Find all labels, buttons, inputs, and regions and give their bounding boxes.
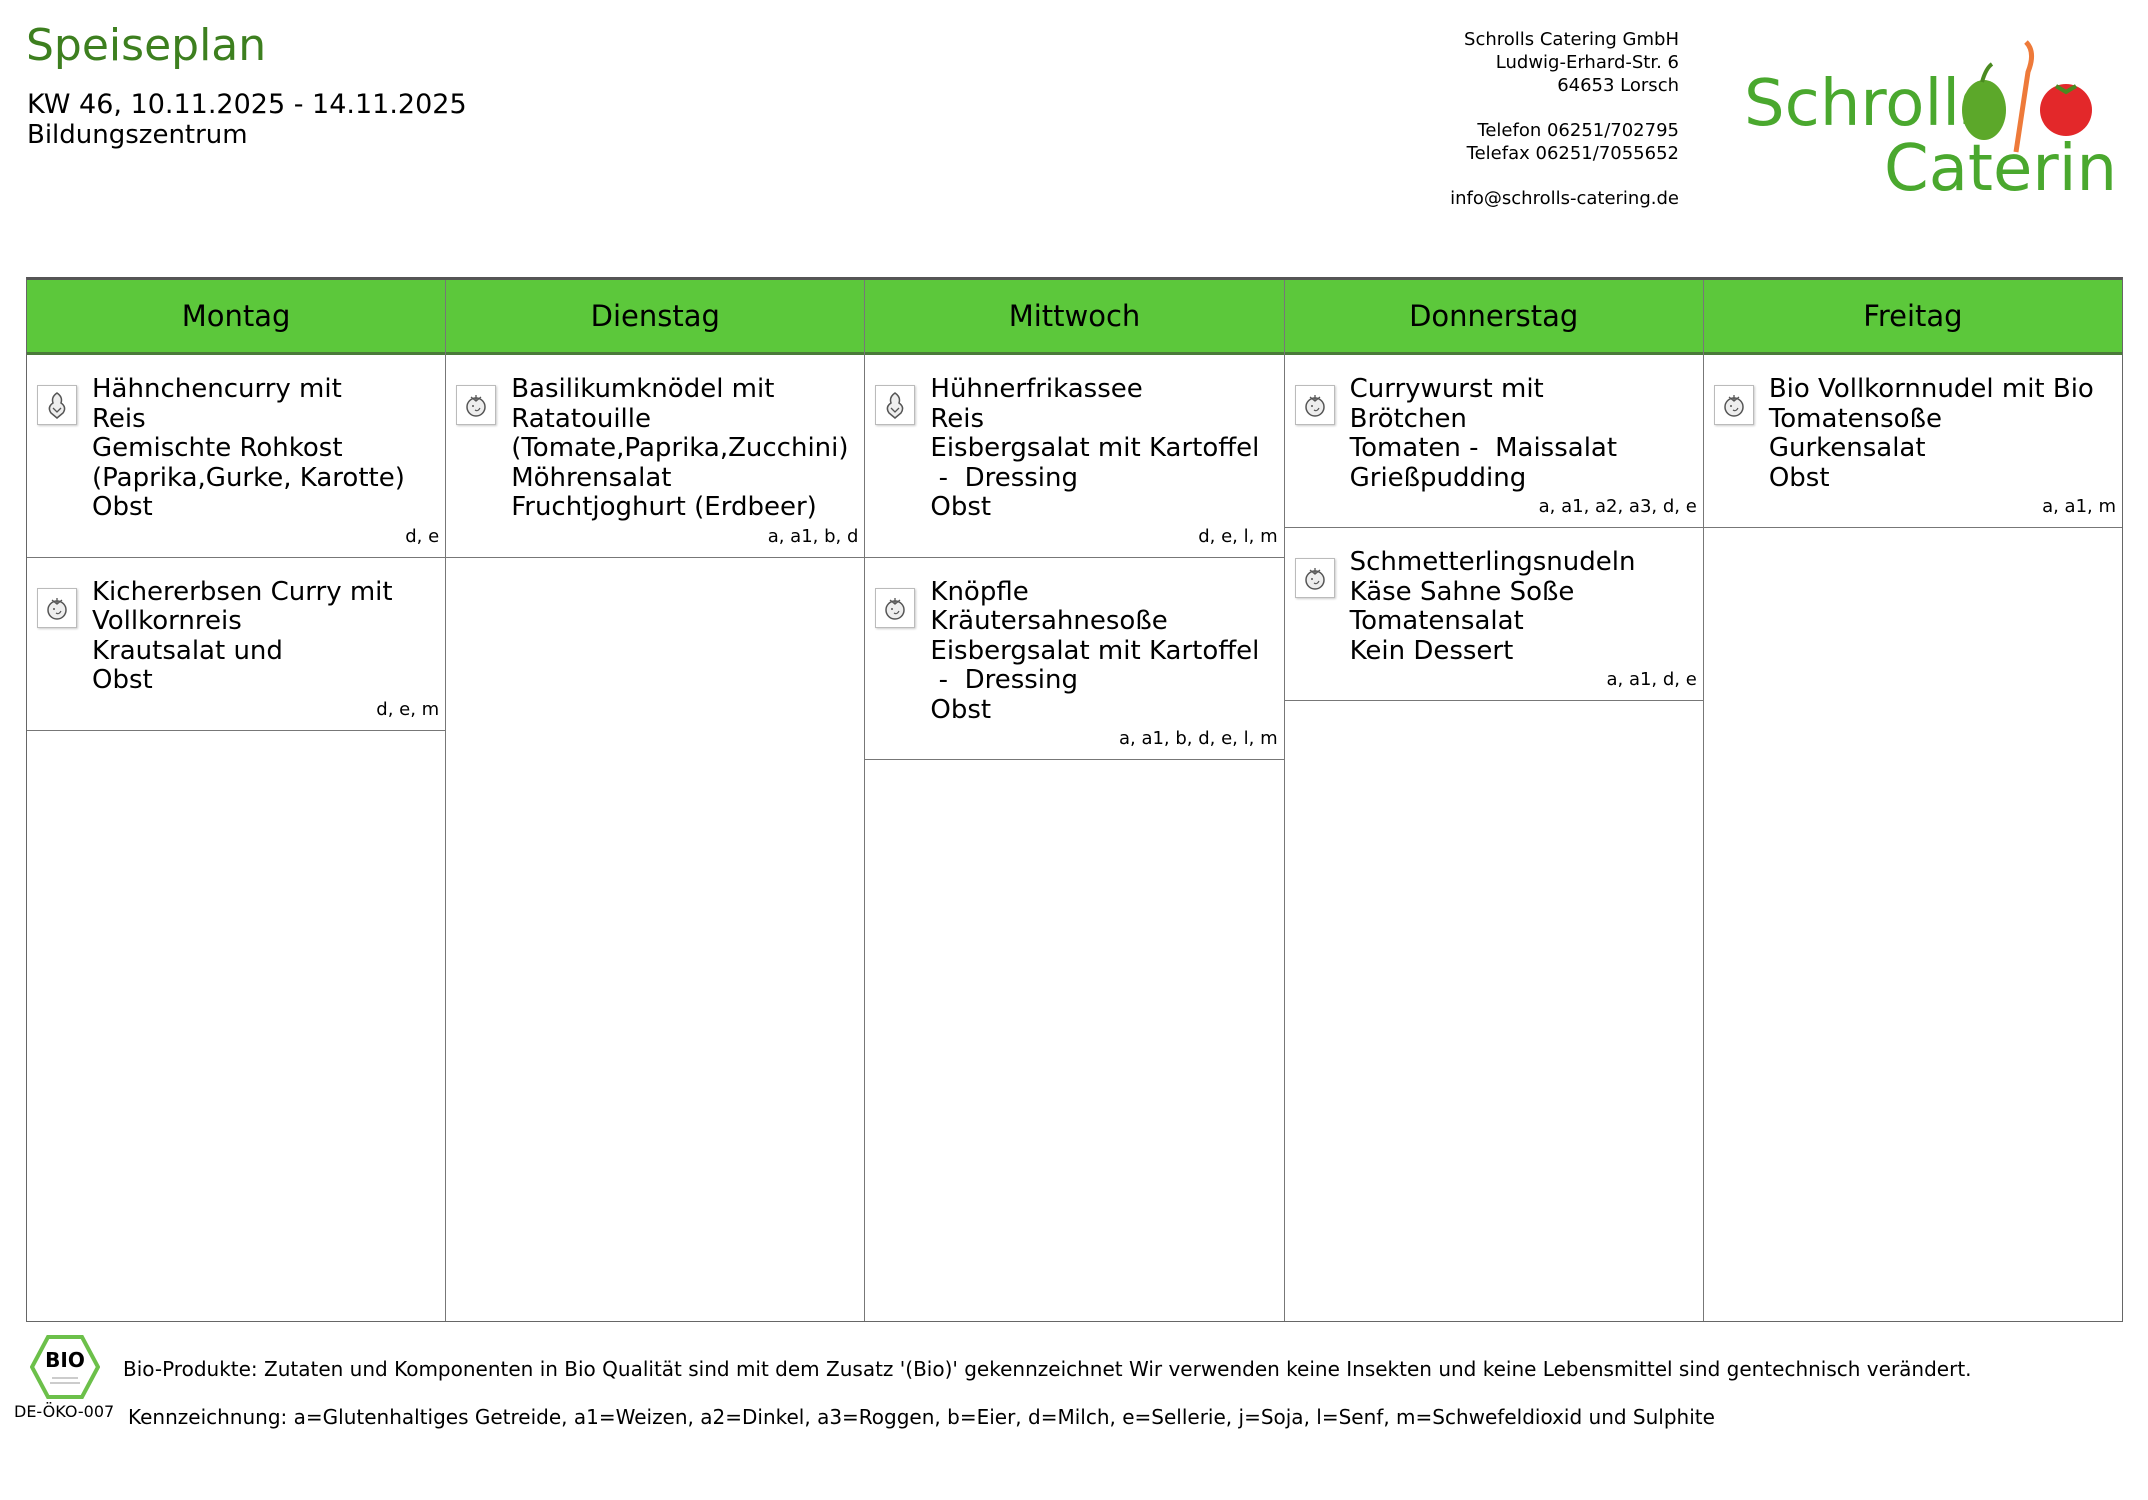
company-fax: Telefax 06251/7055652	[1466, 143, 1679, 164]
week-range: KW 46, 10.11.2025 - 14.11.2025	[27, 89, 467, 120]
meal-entry: Hühnerfrikassee Reis Eisbergsalat mit Kart…	[865, 355, 1284, 558]
day-header: Mittwoch	[865, 280, 1284, 355]
allergen-codes: a, a1, b, d, e, l, m	[1118, 728, 1278, 749]
meal-line: Kein Dessert	[1349, 635, 1514, 666]
meal-entry: Hähnchencurry mit Reis Gemischte Rohkost (P…	[27, 355, 446, 558]
meal-line: Tomaten - Maissalat	[1349, 433, 1618, 463]
vegetarian-icon	[875, 587, 916, 628]
meal-entry: Basilikumknödel mit Ratatouille (Tomate,Pa…	[446, 355, 865, 558]
meal-line: Hähnchencurry mit	[92, 374, 342, 404]
meal-line: Knöpfle	[930, 576, 1029, 607]
company-address: Schrolls Catering GmbH Ludwig-Erhard-Str…	[1450, 28, 1679, 210]
carrot-icon	[2013, 40, 2034, 153]
company-city: 64653 Lorsch	[1557, 75, 1679, 96]
allergen-codes: d, e	[405, 525, 440, 547]
meal-line: - Dressing	[930, 462, 1079, 493]
logo-text-catering: Catering	[1884, 132, 2114, 200]
allergen-legend: Kennzeichnung: a=Glutenhaltiges Getreide…	[128, 1405, 1715, 1429]
vegetarian-icon	[456, 385, 497, 425]
location: Bildungszentrum	[27, 120, 248, 150]
meal-line: Krautsalat und	[92, 635, 283, 666]
bio-note: Bio-Produkte: Zutaten und Komponenten in…	[123, 1357, 1972, 1381]
meal-line: Hühnerfrikassee	[930, 374, 1143, 404]
meal-line: Basilikumknödel mit	[511, 374, 775, 404]
day-column-freitag: Freitag Bio Vollkornnudel mit Bio Tomatens…	[1703, 280, 2123, 1321]
company-email: info@schrolls-catering.de	[1450, 188, 1679, 209]
meal-line: Vollkornreis	[92, 606, 242, 636]
meal-line: Bio Vollkornnudel mit Bio	[1768, 374, 2094, 404]
oeko-control-code: DE-ÖKO-007	[14, 1402, 115, 1421]
day-column-donnerstag: Donnerstag Currywurst mit Brötchen Tomaten …	[1284, 280, 1704, 1321]
meal-line: - Dressing	[930, 665, 1079, 695]
meal-entry: Kichererbsen Curry mit Vollkornreis Krauts…	[27, 558, 446, 731]
meal-line: (Tomate,Paprika,Zucchini)	[511, 433, 849, 463]
meal-line: Möhrensalat	[511, 462, 672, 493]
meal-line: Grießpudding	[1349, 462, 1527, 493]
meal-entry: Bio Vollkornnudel mit Bio Tomatensoße Gurk…	[1703, 355, 2123, 528]
vegetarian-icon	[37, 587, 77, 628]
bio-seal-text: BIO	[45, 1348, 85, 1372]
company-name: Schrolls Catering GmbH	[1464, 29, 1679, 50]
meal-line: Schmetterlingsnudeln	[1349, 547, 1636, 577]
meal-line: (Paprika,Gurke, Karotte)	[92, 462, 405, 493]
meal-line: Obst	[930, 694, 992, 725]
meal-line: Tomatensoße	[1768, 403, 1942, 434]
vegetarian-icon	[1294, 558, 1335, 598]
chicken-icon	[875, 385, 916, 425]
meal-line: Obst	[92, 492, 153, 522]
allergen-codes: a, a1, a2, a3, d, e	[1538, 496, 1697, 517]
meal-line: Tomatensalat	[1349, 606, 1524, 636]
meal-entry: Knöpfle Kräutersahnesoße Eisbergsalat mit …	[865, 558, 1284, 760]
day-header: Montag	[27, 280, 446, 355]
chicken-icon	[37, 385, 77, 425]
meal-line: Gurkensalat	[1768, 433, 1926, 463]
bio-seal-logo: BIO	[30, 1335, 100, 1399]
day-column-dienstag: Dienstag Basilikumknödel mit Ratatouille (T…	[446, 280, 866, 1321]
menu-table: Montag Hähnchencurry mit Reis Gemischte Roh…	[26, 277, 2123, 1322]
page-title: Speiseplan	[26, 20, 267, 71]
meal-line: Kräutersahnesoße	[930, 606, 1168, 636]
allergen-codes: a, a1, m	[2042, 496, 2117, 517]
meal-entry: Currywurst mit Brötchen Tomaten - Maissala…	[1284, 355, 1703, 528]
meal-entry: Schmetterlingsnudeln Käse Sahne Soße Tomat…	[1284, 528, 1703, 701]
meal-line: Obst	[1768, 462, 1830, 493]
logo-text-schrolls: Schrolls	[1744, 67, 1993, 141]
meal-line: Ratatouille	[511, 403, 652, 434]
meal-line: Eisbergsalat mit Kartoffel	[930, 635, 1260, 666]
vegetarian-icon	[1713, 385, 1754, 425]
meal-line: Obst	[92, 665, 153, 695]
allergen-codes: a, a1, b, d	[767, 525, 859, 547]
day-header: Dienstag	[446, 280, 865, 355]
day-header: Donnerstag	[1284, 280, 1703, 355]
tomato-icon	[2040, 84, 2092, 136]
pepper-icon	[1962, 80, 2006, 140]
company-phone: Telefon 06251/702795	[1477, 120, 1679, 141]
day-column-mittwoch: Mittwoch Hühnerfrikassee Reis Eisbergsalat …	[865, 280, 1285, 1321]
meal-line: Kichererbsen Curry mit	[92, 576, 393, 607]
allergen-codes: d, e, m	[376, 698, 440, 720]
vegetarian-icon	[1294, 385, 1335, 425]
meal-line: Eisbergsalat mit Kartoffel	[930, 433, 1260, 463]
allergen-codes: d, e, l, m	[1198, 525, 1278, 547]
day-header: Freitag	[1703, 280, 2123, 355]
meal-line: Brötchen	[1349, 403, 1467, 434]
meal-line: Reis	[930, 403, 985, 434]
meal-line: Currywurst mit	[1349, 374, 1544, 404]
meal-line: Fruchtjoghurt (Erdbeer)	[511, 492, 817, 522]
schrolls-catering-logo: Schrolls Catering	[1744, 40, 2114, 200]
meal-line: Obst	[930, 492, 992, 522]
allergen-codes: a, a1, d, e	[1606, 669, 1697, 690]
day-column-montag: Montag Hähnchencurry mit Reis Gemischte Roh…	[27, 280, 447, 1321]
company-street: Ludwig-Erhard-Str. 6	[1495, 52, 1679, 73]
meal-line: Käse Sahne Soße	[1349, 576, 1575, 607]
meal-line: Reis	[92, 403, 146, 434]
meal-line: Gemischte Rohkost	[92, 433, 343, 463]
